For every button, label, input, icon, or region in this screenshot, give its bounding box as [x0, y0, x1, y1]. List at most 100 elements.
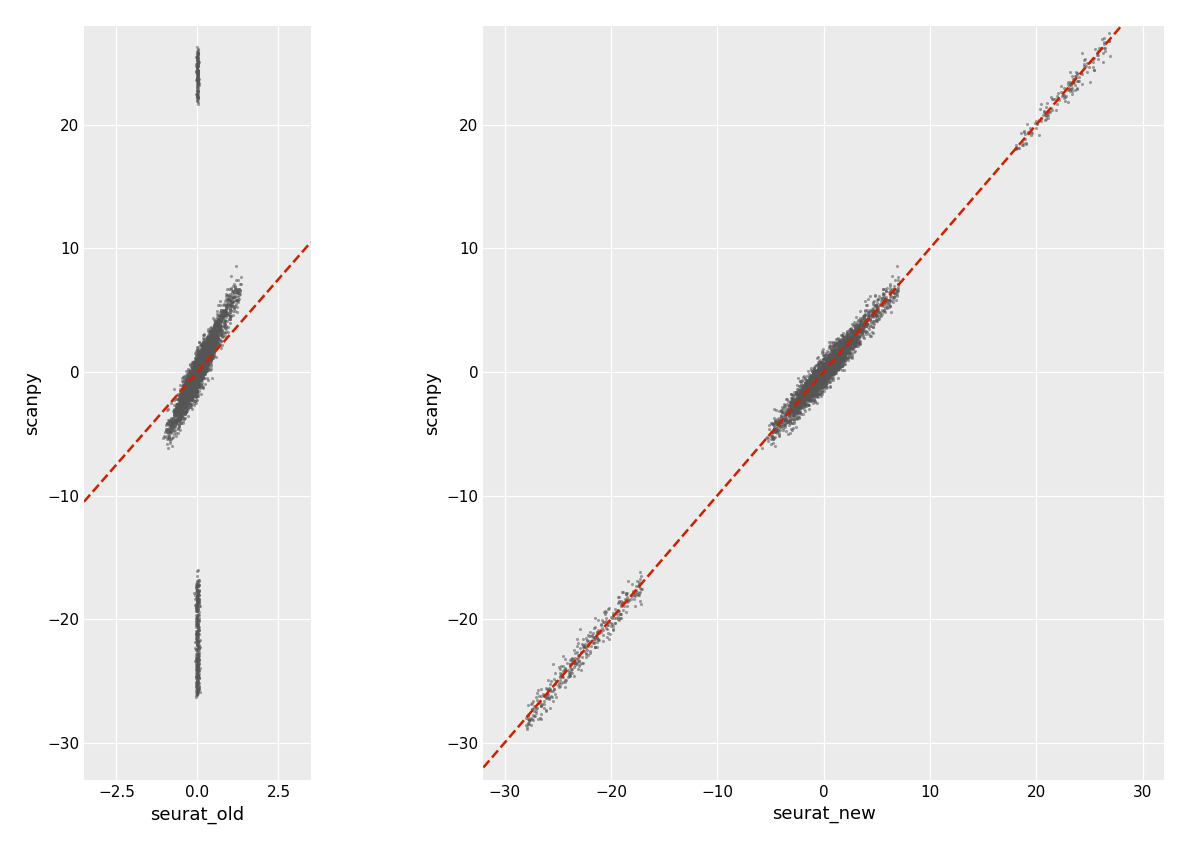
Point: [1014, 125, 1033, 139]
Point: [191, 353, 210, 367]
Point: [178, 390, 197, 404]
Point: [630, 565, 649, 578]
Point: [202, 339, 221, 352]
Point: [830, 352, 850, 366]
Point: [599, 602, 618, 616]
Point: [193, 353, 212, 367]
Point: [192, 351, 211, 365]
Point: [176, 387, 196, 401]
Point: [833, 350, 852, 363]
Point: [174, 395, 193, 409]
Point: [835, 345, 854, 359]
Point: [600, 626, 619, 640]
Point: [193, 339, 212, 353]
Point: [190, 361, 209, 375]
Point: [204, 317, 223, 331]
Point: [568, 652, 587, 666]
Point: [1074, 59, 1093, 73]
Point: [814, 372, 833, 386]
Point: [182, 379, 202, 393]
Point: [181, 379, 200, 393]
Point: [832, 352, 851, 366]
Point: [206, 350, 226, 363]
Point: [187, 384, 206, 398]
Point: [823, 351, 842, 364]
Point: [186, 370, 205, 384]
Point: [858, 325, 877, 339]
Point: [186, 369, 205, 382]
Point: [184, 372, 203, 386]
Point: [850, 325, 869, 339]
Point: [182, 383, 202, 397]
Point: [188, 641, 208, 655]
Point: [815, 363, 834, 376]
Point: [530, 689, 550, 703]
Point: [181, 381, 200, 394]
Point: [834, 330, 853, 344]
Point: [810, 363, 829, 377]
Point: [185, 371, 204, 385]
Point: [187, 368, 206, 381]
Point: [202, 336, 221, 350]
Point: [1042, 90, 1061, 104]
Point: [830, 335, 850, 349]
Point: [809, 378, 828, 392]
Point: [826, 352, 845, 366]
Point: [866, 314, 886, 327]
Point: [798, 378, 817, 392]
Point: [550, 680, 569, 693]
Point: [796, 399, 815, 412]
Point: [1078, 65, 1097, 79]
Point: [188, 592, 208, 606]
Point: [186, 360, 205, 374]
Point: [794, 390, 814, 404]
Point: [839, 330, 858, 344]
Point: [215, 307, 234, 321]
Point: [187, 354, 206, 368]
Point: [827, 354, 846, 368]
Point: [197, 343, 216, 357]
Point: [830, 334, 850, 348]
Point: [187, 365, 206, 379]
Point: [845, 315, 864, 328]
Point: [190, 359, 209, 373]
Point: [1038, 105, 1057, 119]
Point: [218, 288, 238, 302]
Point: [790, 395, 809, 409]
Point: [197, 330, 216, 344]
Point: [834, 339, 853, 353]
Point: [814, 356, 833, 369]
Point: [217, 287, 236, 301]
Point: [205, 332, 224, 345]
Point: [196, 349, 215, 363]
Point: [190, 351, 209, 364]
Point: [210, 321, 229, 334]
Point: [182, 384, 202, 398]
Point: [779, 405, 798, 418]
Point: [836, 344, 856, 357]
Point: [194, 356, 214, 369]
Point: [190, 681, 209, 695]
Point: [836, 352, 856, 366]
Point: [193, 357, 212, 370]
Point: [190, 363, 209, 377]
Point: [192, 355, 211, 369]
Point: [215, 294, 234, 308]
Point: [598, 622, 617, 636]
Point: [874, 285, 893, 299]
Point: [194, 358, 214, 372]
Point: [773, 411, 792, 424]
Point: [185, 368, 204, 381]
Point: [198, 348, 217, 362]
Point: [187, 345, 206, 358]
Point: [809, 390, 828, 404]
Point: [175, 392, 194, 405]
Point: [856, 314, 875, 327]
Point: [794, 393, 814, 407]
Point: [197, 333, 216, 346]
Point: [179, 384, 198, 398]
Point: [196, 349, 215, 363]
Point: [808, 374, 827, 387]
Point: [799, 389, 818, 403]
Point: [815, 370, 834, 384]
